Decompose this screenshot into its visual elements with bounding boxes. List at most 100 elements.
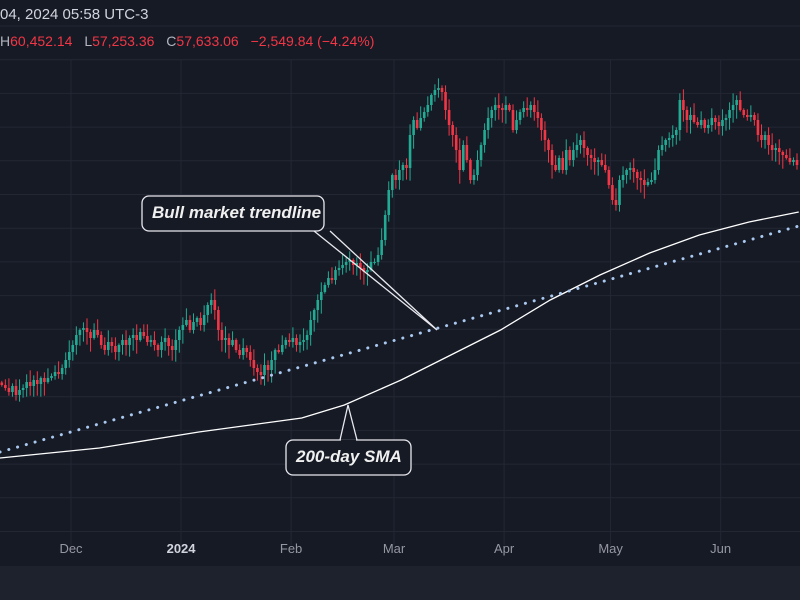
- candle: [117, 343, 121, 361]
- trendline: [0, 224, 800, 454]
- candle: [444, 85, 447, 120]
- candle: [749, 105, 753, 122]
- candle-body: [156, 345, 160, 350]
- candle: [263, 353, 266, 386]
- candle: [202, 305, 206, 332]
- candle: [401, 162, 405, 181]
- candle: [11, 383, 14, 397]
- candle: [302, 328, 305, 351]
- candle-body: [53, 372, 57, 376]
- candle: [394, 169, 398, 189]
- candle-body: [249, 352, 252, 360]
- candle: [128, 335, 131, 357]
- candle: [89, 329, 92, 352]
- candle-body: [469, 160, 472, 180]
- candle-body: [305, 335, 309, 340]
- candle: [213, 289, 217, 320]
- candle: [323, 282, 327, 294]
- candle: [607, 166, 611, 189]
- candle: [433, 84, 437, 102]
- candle-body: [362, 268, 366, 272]
- candles: [0, 78, 799, 402]
- candle: [241, 338, 245, 360]
- candle: [731, 93, 735, 123]
- candle: [469, 158, 472, 184]
- candle-body: [746, 115, 749, 117]
- candle-body: [309, 320, 312, 335]
- candle: [596, 157, 600, 176]
- candle-body: [288, 340, 291, 342]
- candle-body: [32, 380, 36, 386]
- candle: [419, 106, 422, 131]
- candle-body: [263, 365, 266, 375]
- candle-body: [174, 340, 178, 350]
- candle-body: [131, 335, 135, 338]
- candle-body: [579, 140, 582, 145]
- candle: [21, 384, 25, 398]
- candle: [472, 169, 476, 185]
- candle: [685, 106, 689, 133]
- candle: [234, 338, 238, 353]
- candle: [121, 334, 124, 355]
- candle: [78, 328, 82, 346]
- candle: [273, 348, 277, 374]
- candle-body: [568, 150, 572, 160]
- candle-body: [231, 340, 234, 345]
- candle: [206, 302, 209, 323]
- candle: [582, 131, 586, 158]
- candle: [408, 124, 412, 181]
- candle: [231, 331, 234, 347]
- candle: [643, 169, 646, 199]
- candle-body: [21, 388, 25, 390]
- candle-body: [440, 88, 444, 92]
- candle: [316, 294, 320, 323]
- candle: [46, 368, 50, 384]
- candle-body: [259, 372, 263, 375]
- candle-body: [99, 335, 103, 345]
- candle: [493, 97, 497, 121]
- candle: [124, 330, 128, 356]
- candle: [486, 107, 490, 139]
- candle: [525, 97, 529, 117]
- candle-body: [316, 300, 320, 310]
- candle-body: [628, 168, 632, 170]
- candle-body: [277, 350, 280, 352]
- candle: [657, 145, 660, 175]
- candle-body: [522, 108, 525, 112]
- high-label: H: [0, 33, 11, 49]
- candle: [533, 97, 536, 121]
- candle: [359, 253, 362, 280]
- candle-body: [245, 348, 249, 352]
- candle-body: [504, 105, 508, 110]
- candle: [483, 123, 486, 153]
- candle: [667, 132, 671, 148]
- close-label: C: [166, 33, 177, 49]
- price-chart[interactable]: [0, 0, 800, 566]
- low-label: L: [84, 33, 93, 49]
- candle-body: [369, 262, 373, 270]
- candle-body: [572, 150, 575, 160]
- candle: [635, 169, 639, 190]
- candle: [653, 158, 657, 184]
- candle: [4, 379, 7, 391]
- candle-body: [792, 160, 795, 162]
- candle: [706, 119, 710, 134]
- candle-body: [149, 340, 153, 342]
- candle-body: [209, 300, 213, 305]
- candle-body: [380, 240, 383, 255]
- candle-body: [160, 342, 163, 350]
- candle: [337, 260, 341, 276]
- candle-body: [298, 342, 302, 345]
- candle: [497, 93, 501, 120]
- candle: [660, 136, 664, 156]
- candle: [770, 133, 774, 161]
- candle-body: [330, 278, 334, 280]
- candle: [511, 104, 515, 133]
- candle: [312, 308, 316, 332]
- candle-body: [170, 346, 174, 350]
- candle-body: [341, 265, 344, 268]
- candle: [75, 326, 78, 355]
- candle-body: [717, 122, 721, 126]
- candle: [280, 335, 284, 355]
- candle-body: [763, 135, 767, 140]
